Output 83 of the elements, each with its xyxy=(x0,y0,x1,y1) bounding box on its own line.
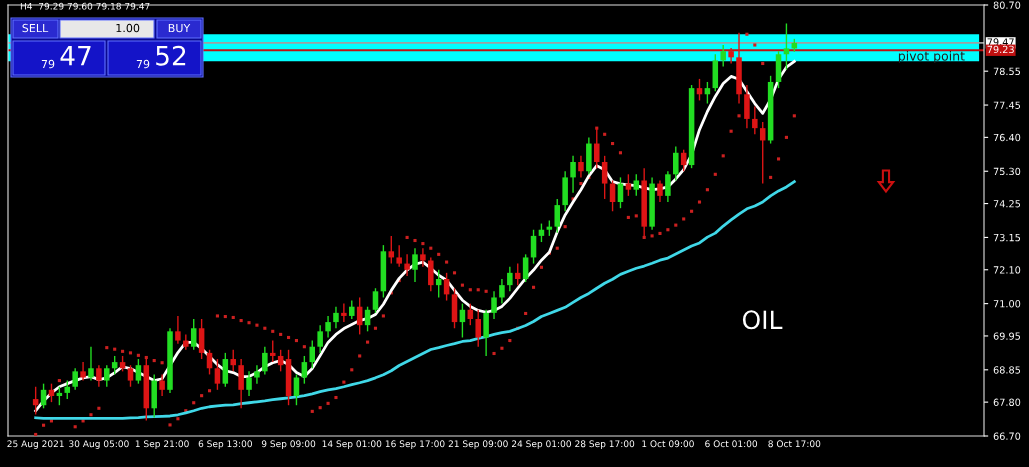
candlestick xyxy=(183,333,189,351)
y-tick-label: 74.25 xyxy=(993,200,1021,208)
candlestick xyxy=(372,287,379,314)
candlestick xyxy=(159,373,165,397)
y-tick-label: 66.70 xyxy=(993,432,1021,440)
candlestick xyxy=(175,315,181,345)
candlestick xyxy=(325,315,331,339)
candlestick xyxy=(254,364,260,385)
y-tick-label: 75.30 xyxy=(993,167,1021,176)
candlestick xyxy=(420,247,426,268)
y-tick-label: 73.15 xyxy=(993,233,1021,242)
candlestick xyxy=(80,361,86,382)
x-tick-label: 28 Sep 17:00 xyxy=(575,440,635,449)
candlestick xyxy=(657,179,663,203)
x-tick-label: 1 Oct 09:00 xyxy=(642,440,694,448)
candlestick xyxy=(412,247,418,283)
candlestick xyxy=(752,105,758,135)
candlestick xyxy=(507,265,513,293)
candlestick xyxy=(309,339,316,369)
candlestick xyxy=(570,155,576,194)
annotation: 47 xyxy=(60,46,91,66)
y-tick-label: 78.55 xyxy=(993,67,1021,76)
candlestick xyxy=(269,339,276,363)
x-tick-label: 24 Sep 01:00 xyxy=(511,440,571,449)
ref-line-label: 79.23 xyxy=(987,45,1014,54)
candlestick xyxy=(665,170,671,203)
x-tick-label: 21 Sep 09:00 xyxy=(448,440,508,449)
candlestick xyxy=(673,145,679,182)
candlestick xyxy=(333,306,339,329)
annotation: OIL xyxy=(742,310,783,330)
annotation: 79 xyxy=(136,59,150,69)
candlestick xyxy=(396,244,402,268)
x-tick-label: 6 Sep 13:00 xyxy=(198,440,252,449)
candlestick xyxy=(475,309,481,348)
x-tick-label: 6 Oct 01:00 xyxy=(705,440,758,448)
y-tick-label: 76.40 xyxy=(993,133,1021,142)
annotation: BUY xyxy=(168,23,191,33)
y-tick-label: 68.85 xyxy=(993,366,1021,374)
annotation: 52 xyxy=(156,45,186,66)
y-tick-label: 72.10 xyxy=(993,266,1021,274)
x-tick-label: 16 Sep 17:00 xyxy=(385,440,445,449)
candlestick xyxy=(127,364,134,388)
y-tick-label: 77.45 xyxy=(993,101,1021,109)
y-tick-label: 71.00 xyxy=(993,300,1021,308)
annotation: SELL xyxy=(22,23,49,33)
y-tick-label: 69.95 xyxy=(993,332,1021,340)
candlestick xyxy=(522,253,529,283)
ref-line-label: 79.47 xyxy=(987,38,1014,46)
candlestick xyxy=(214,358,221,391)
candlestick xyxy=(349,299,355,320)
candlestick xyxy=(491,290,497,320)
x-tick-label: 25 Aug 2021 xyxy=(7,440,64,449)
candlestick xyxy=(301,355,308,385)
annotation: 1.00 xyxy=(116,23,140,33)
candlestick xyxy=(72,367,78,391)
candlestick xyxy=(230,349,236,373)
x-tick-label: 30 Aug 05:00 xyxy=(69,440,129,449)
annotation: 79 xyxy=(41,59,55,69)
candlestick xyxy=(88,346,94,382)
candlestick xyxy=(783,22,790,71)
y-tick-label: 67.80 xyxy=(993,398,1021,406)
candlestick xyxy=(190,318,197,351)
x-tick-label: 14 Sep 01:00 xyxy=(322,440,382,449)
chart-title: H4 79.29 79.60 79.18 79.47 xyxy=(20,2,150,10)
text: pivot point xyxy=(898,50,965,64)
candlestick xyxy=(246,370,252,397)
candlestick xyxy=(633,173,640,197)
candlestick xyxy=(262,346,268,376)
candlestick xyxy=(96,364,102,388)
x-tick-label: 1 Sep 21:00 xyxy=(135,440,189,449)
candlestick xyxy=(317,324,323,354)
candlestick xyxy=(135,358,142,385)
candlestick xyxy=(104,364,110,388)
candlestick xyxy=(499,278,505,305)
candlestick xyxy=(404,253,410,277)
x-tick-label: 9 Sep 09:00 xyxy=(261,440,316,449)
x-tick-label: 8 Oct 17:00 xyxy=(768,440,821,448)
candlestick xyxy=(341,302,347,323)
candlestick xyxy=(601,155,608,200)
candlestick xyxy=(720,44,726,68)
y-tick-label: 80.70 xyxy=(993,1,1021,9)
candlestick xyxy=(554,198,561,234)
candlestick xyxy=(578,155,584,179)
